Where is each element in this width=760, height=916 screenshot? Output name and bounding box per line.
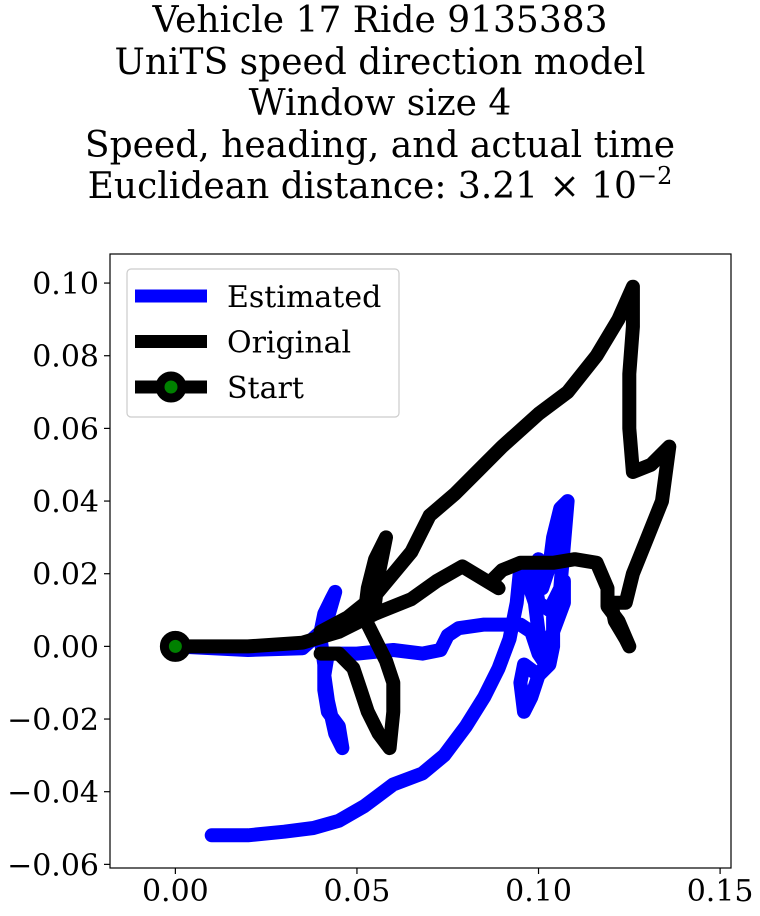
x-tick-label: 0.10 <box>505 874 572 909</box>
y-tick-label: 0.00 <box>32 630 99 665</box>
title-line-5: Euclidean distance: 3.21 × 10−2 <box>0 164 760 208</box>
title-line-2: UniTS speed direction model <box>114 41 646 83</box>
chart-title: Vehicle 17 Ride 9135383 UniTS speed dire… <box>0 0 760 208</box>
series-estimated-line <box>168 494 575 843</box>
y-tick-label: 0.10 <box>32 267 99 302</box>
legend-box <box>126 268 400 418</box>
y-tick-label: −0.06 <box>7 848 99 883</box>
title-metric-exponent: −2 <box>636 162 673 190</box>
x-axis: 0.00 0.05 0.10 0.15 <box>142 868 754 909</box>
legend-label-estimated: Estimated <box>227 280 381 315</box>
legend-label-original: Original <box>227 326 351 361</box>
title-line-1: Vehicle 17 Ride 9135383 <box>152 0 608 41</box>
plot-frame <box>109 253 732 869</box>
y-tick-label: 0.06 <box>32 412 99 447</box>
title-line-3: Window size 4 <box>248 83 512 124</box>
x-tick-label: 0.15 <box>687 874 754 909</box>
x-tick-label: 0.00 <box>142 874 209 909</box>
title-line-4: Speed, heading, and actual time <box>84 124 676 166</box>
title-metric: Euclidean distance: 3.21 × 10 <box>87 166 637 207</box>
legend-start-marker <box>155 371 187 403</box>
start-marker <box>159 630 191 662</box>
y-tick-label: 0.02 <box>32 558 99 593</box>
series-original-line <box>168 279 677 756</box>
y-tick-label: −0.02 <box>7 703 99 738</box>
plot-area <box>159 279 677 843</box>
y-tick-label: −0.04 <box>7 776 99 811</box>
legend: Estimated Original Start <box>126 268 400 418</box>
y-tick-label: 0.04 <box>32 485 99 520</box>
y-axis: 0.10 0.08 0.06 0.04 0.02 0.00 −0.02 −0.04 −0.06 <box>7 267 110 883</box>
legend-label-start: Start <box>227 371 304 406</box>
x-tick-label: 0.05 <box>324 874 391 909</box>
y-tick-label: 0.08 <box>32 340 99 375</box>
